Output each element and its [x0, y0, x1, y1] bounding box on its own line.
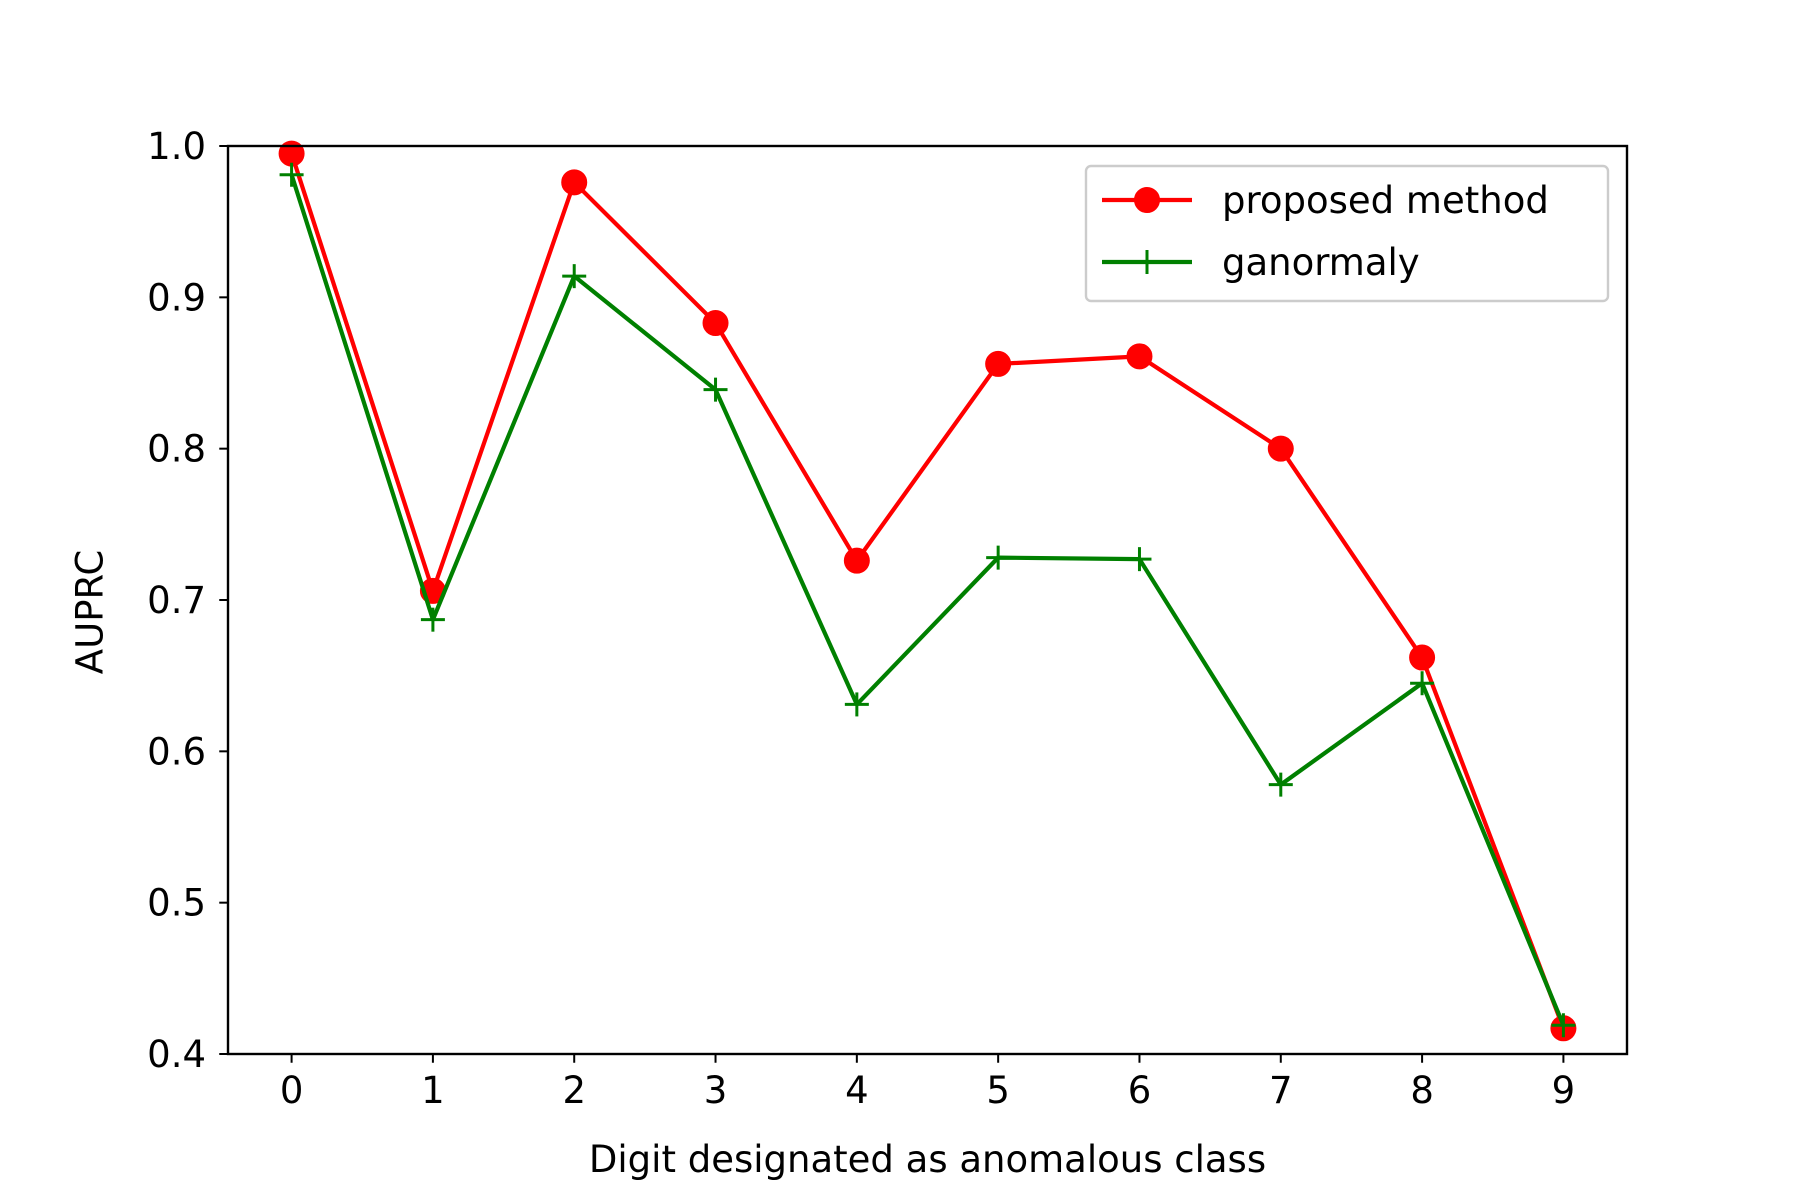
data-point — [1410, 671, 1435, 696]
tick-layer: 0 1 2 3 4 5 6 7 8 9 0.4 0.5 0.6 0.7 0.8 0.9 1.0 — [147, 125, 1575, 1112]
x-tick-label: 4 — [845, 1069, 869, 1112]
data-point — [420, 607, 445, 632]
data-point — [562, 264, 587, 289]
y-tick-label: 0.7 — [147, 579, 206, 622]
series-layer — [278, 140, 1577, 1042]
legend-entry: proposed method — [1102, 179, 1549, 222]
data-point — [986, 545, 1011, 570]
series-ganormaly — [279, 162, 1576, 1038]
legend: proposed method ganormaly — [1084, 164, 1610, 303]
data-point — [844, 692, 869, 717]
legend-entries: proposed method ganormaly — [1102, 179, 1549, 284]
legend-marker — [1134, 187, 1160, 213]
x-tick-label: 3 — [704, 1069, 728, 1112]
x-tick-label: 7 — [1269, 1069, 1293, 1112]
y-axis-label: AUPRC — [69, 550, 112, 674]
data-point — [1268, 772, 1293, 797]
data-point — [1127, 547, 1152, 572]
legend-box — [1084, 164, 1610, 303]
legend-label: ganormaly — [1222, 241, 1420, 284]
y-tick-label: 0.6 — [147, 730, 206, 773]
data-point — [985, 350, 1012, 377]
data-point — [843, 547, 870, 574]
data-point — [1126, 343, 1153, 370]
y-tick-label: 1.0 — [147, 125, 206, 168]
data-point — [1409, 644, 1436, 671]
legend-entry: ganormaly — [1102, 241, 1420, 284]
data-point — [1267, 435, 1294, 462]
data-point — [1551, 1013, 1576, 1038]
x-tick-label: 9 — [1552, 1069, 1576, 1112]
x-tick-label: 8 — [1410, 1069, 1434, 1112]
x-tick-label: 1 — [421, 1069, 445, 1112]
x-tick-label: 2 — [562, 1069, 586, 1112]
y-tick-label: 0.8 — [147, 428, 206, 471]
data-point — [703, 377, 728, 402]
x-tick-label: 5 — [986, 1069, 1010, 1112]
y-tick-label: 0.9 — [147, 276, 206, 319]
x-tick-label: 6 — [1128, 1069, 1152, 1112]
x-axis-label: Digit designated as anomalous class — [589, 1138, 1266, 1181]
legend-label: proposed method — [1222, 179, 1549, 222]
data-point — [561, 169, 588, 196]
data-point — [702, 310, 729, 337]
series-line — [289, 174, 1566, 1027]
x-tick-label: 0 — [280, 1069, 304, 1112]
y-tick-label: 0.4 — [147, 1033, 206, 1076]
legend-marker — [1135, 250, 1159, 274]
y-tick-label: 0.5 — [147, 882, 206, 925]
series-line — [289, 152, 1566, 1030]
data-point — [279, 162, 304, 187]
